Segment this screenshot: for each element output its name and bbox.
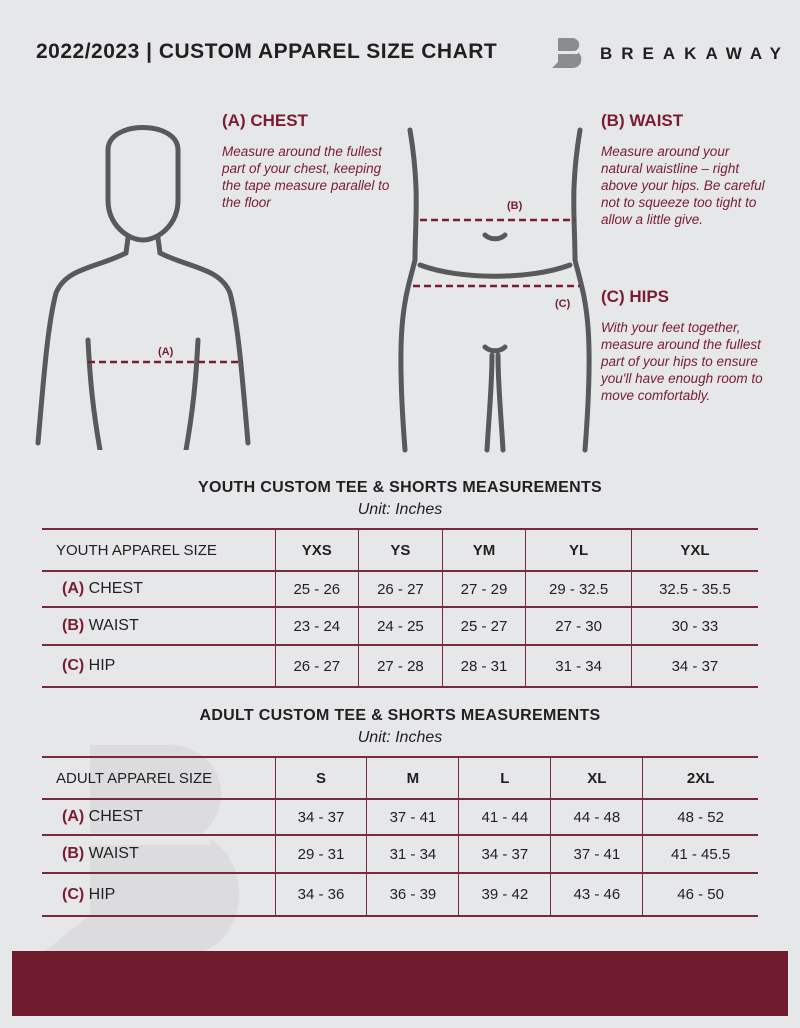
youth-table-title: YOUTH CUSTOM TEE & SHORTS MEASUREMENTS xyxy=(197,479,603,496)
table-cell: 26 - 27 xyxy=(274,644,359,688)
footer-bar xyxy=(12,951,788,1016)
table-cell: 29 - 32.5 xyxy=(525,570,632,608)
table-cell: 41 - 45.5 xyxy=(642,834,758,874)
table-cell: 26 - 27 xyxy=(358,570,443,608)
table-header-row: ADULT APPAREL SIZE S M L XL 2XL xyxy=(42,756,758,800)
row-name: WAIST xyxy=(88,617,139,634)
brand-name: BREAKAWAY xyxy=(600,44,790,63)
row-name: CHEST xyxy=(88,808,143,825)
table-cell: 36 - 39 xyxy=(366,872,459,917)
table-cell: 24 - 25 xyxy=(358,606,443,646)
row-code: (B) xyxy=(62,617,85,634)
table-cell: (C) HIP xyxy=(42,872,275,917)
table-row: (B) WAIST 29 - 31 31 - 34 34 - 37 37 - 41 41 … xyxy=(42,834,758,874)
table-cell: (A) CHEST xyxy=(42,798,275,836)
row-code: (B) xyxy=(62,845,85,862)
table-header-row: YOUTH APPAREL SIZE YXS YS YM YL YXL xyxy=(42,528,758,572)
table-row: (C) HIP 34 - 36 36 - 39 39 - 42 43 - 46 46 - … xyxy=(42,872,758,917)
table-cell: 44 - 48 xyxy=(550,798,643,836)
table-cell: 27 - 29 xyxy=(441,570,526,608)
size-col: M xyxy=(366,756,459,800)
table-cell: (A) CHEST xyxy=(42,570,275,608)
row-name: HIP xyxy=(88,885,116,903)
table-cell: 25 - 27 xyxy=(441,606,526,646)
table-cell: 41 - 44 xyxy=(458,798,551,836)
waist-heading: (B) WAIST xyxy=(601,111,684,130)
table-cell: 37 - 41 xyxy=(550,834,643,874)
table-cell: (B) WAIST xyxy=(42,834,275,874)
size-col: S xyxy=(274,756,367,800)
hips-marker: (C) xyxy=(555,298,571,310)
table-cell: 32.5 - 35.5 xyxy=(630,570,758,608)
table-cell: 25 - 26 xyxy=(274,570,359,608)
table-cell: 43 - 46 xyxy=(550,872,643,917)
table-cell: 34 - 37 xyxy=(274,798,367,836)
adult-unit: Unit: Inches xyxy=(357,729,443,746)
row-name: WAIST xyxy=(88,845,139,862)
lower-body-figure: (B) (C) xyxy=(398,127,592,453)
size-header: ADULT APPAREL SIZE xyxy=(42,756,275,800)
row-code: (C) xyxy=(62,657,85,674)
size-col: YL xyxy=(525,528,632,572)
waist-description: Measure around your natural waistline – … xyxy=(601,144,765,227)
table-cell: (B) WAIST xyxy=(42,606,275,646)
table-row: (C) HIP 26 - 27 27 - 28 28 - 31 31 - 34 34 - … xyxy=(42,644,758,688)
table-cell: 29 - 31 xyxy=(274,834,367,874)
table-cell: 23 - 24 xyxy=(274,606,359,646)
table-cell: 30 - 33 xyxy=(630,606,758,646)
size-col: XL xyxy=(550,756,643,800)
table-row: (A) CHEST 25 - 26 26 - 27 27 - 29 29 - 32.5 3… xyxy=(42,570,758,608)
table-cell: 28 - 31 xyxy=(441,644,526,688)
upper-body-figure: (A) xyxy=(35,125,251,450)
youth-size-table: YOUTH APPAREL SIZE YXS YS YM YL YXL (A) … xyxy=(42,528,758,688)
row-code: (A) xyxy=(62,580,85,597)
table-cell: 34 - 37 xyxy=(458,834,551,874)
size-header: YOUTH APPAREL SIZE xyxy=(42,528,275,572)
page-title: 2022/2023 | CUSTOM APPAREL SIZE CHART xyxy=(36,40,498,63)
adult-table-title: ADULT CUSTOM TEE & SHORTS MEASUREMENTS xyxy=(199,707,601,724)
row-name: HIP xyxy=(88,657,116,674)
size-col: 2XL xyxy=(642,756,758,800)
table-cell: 31 - 34 xyxy=(366,834,459,874)
youth-unit: Unit: Inches xyxy=(357,501,443,518)
table-cell: 39 - 42 xyxy=(458,872,551,917)
chest-marker: (A) xyxy=(158,346,174,358)
row-code: (C) xyxy=(62,885,85,903)
breakaway-logo-icon xyxy=(548,38,582,68)
table-cell: 31 - 34 xyxy=(525,644,632,688)
table-cell: 27 - 30 xyxy=(525,606,632,646)
waist-marker: (B) xyxy=(507,200,523,212)
table-cell: 34 - 37 xyxy=(630,644,758,688)
chest-heading: (A) CHEST xyxy=(222,111,308,130)
chest-description: Measure around the fullest part of your … xyxy=(222,144,390,210)
row-name: CHEST xyxy=(88,580,143,597)
row-code: (A) xyxy=(62,808,85,825)
table-row: (A) CHEST 34 - 37 37 - 41 41 - 44 44 - 48 48 … xyxy=(42,798,758,836)
table-row: (B) WAIST 23 - 24 24 - 25 25 - 27 27 - 30 30 … xyxy=(42,606,758,646)
table-cell: 46 - 50 xyxy=(642,872,758,917)
table-cell: 34 - 36 xyxy=(274,872,367,917)
table-cell: 48 - 52 xyxy=(642,798,758,836)
adult-size-table: ADULT APPAREL SIZE S M L XL 2XL (A) CHES… xyxy=(42,756,758,917)
size-col: YXS xyxy=(274,528,359,572)
table-cell: 37 - 41 xyxy=(366,798,459,836)
table-cell: (C) HIP xyxy=(42,644,275,688)
size-col: YXL xyxy=(630,528,758,572)
table-cell: 27 - 28 xyxy=(358,644,443,688)
size-col: L xyxy=(458,756,551,800)
size-col: YM xyxy=(441,528,526,572)
hips-description: With your feet together, measure around … xyxy=(601,320,763,403)
size-col: YS xyxy=(358,528,443,572)
hips-heading: (C) HIPS xyxy=(601,287,669,306)
